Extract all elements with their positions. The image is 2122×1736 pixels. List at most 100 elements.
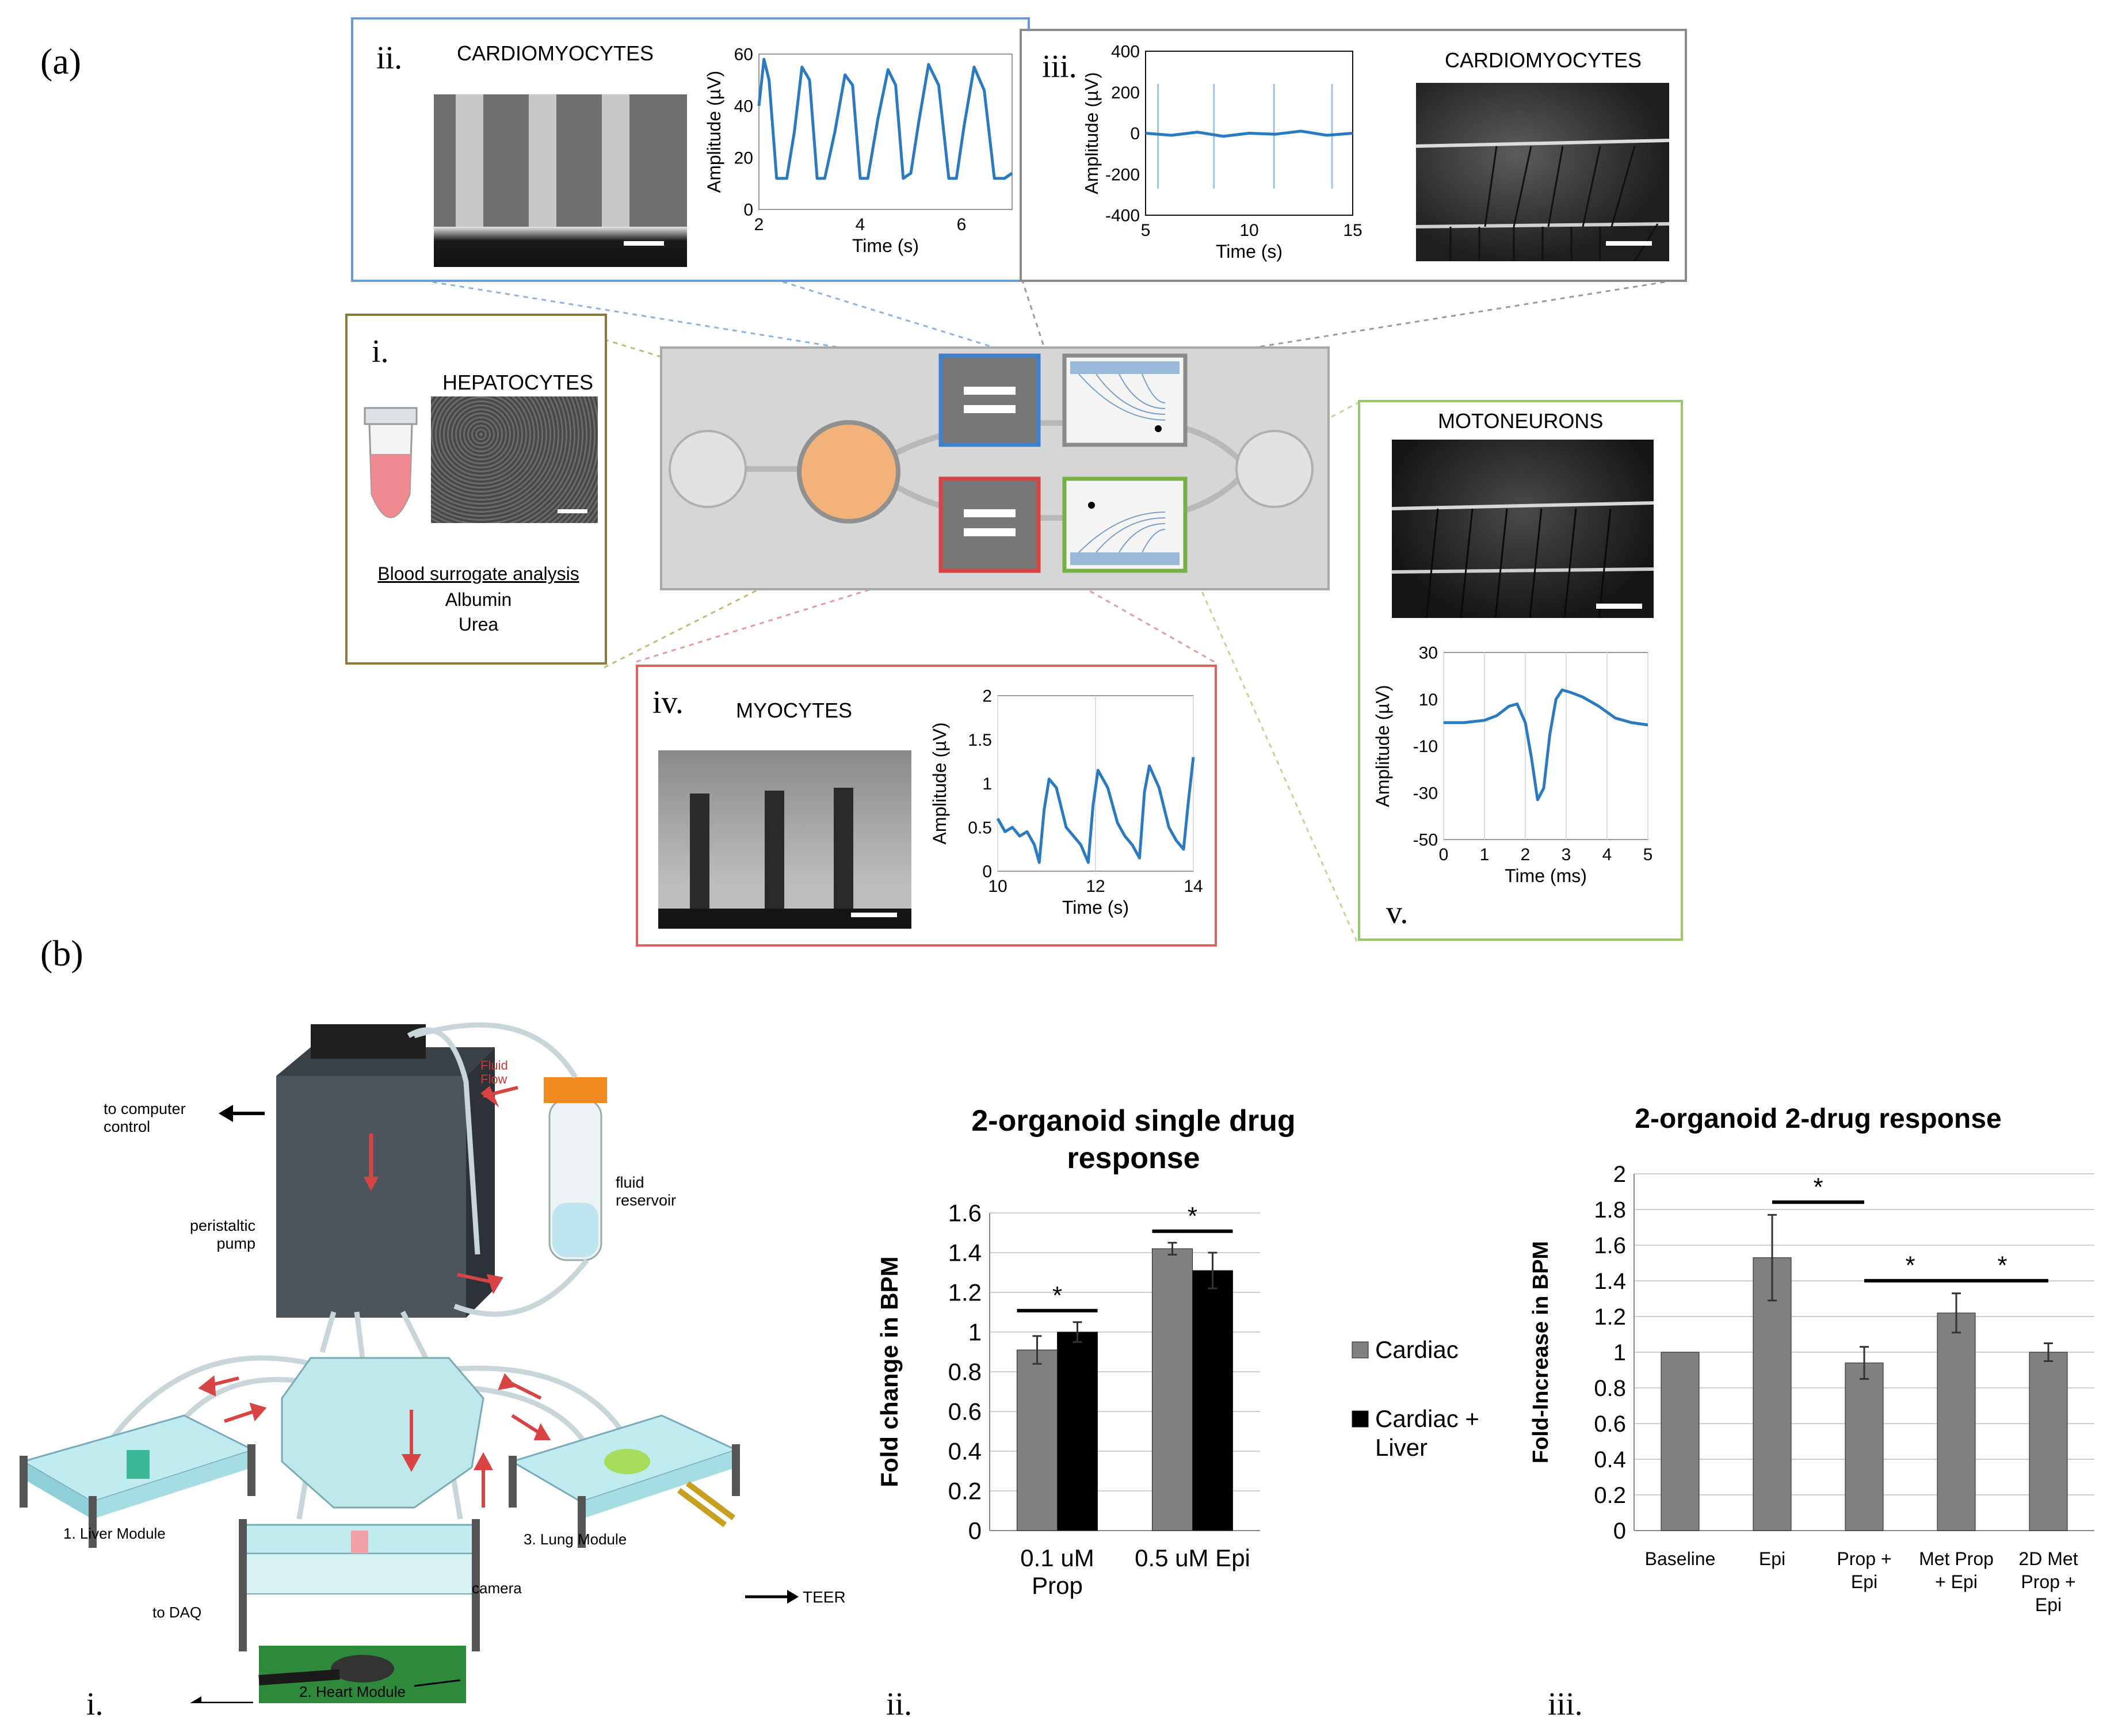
x-tick-label: + Epi: [1935, 1571, 1978, 1592]
x-tick-label: 10: [1239, 221, 1258, 240]
panel-a-v-title: MOTONEURONS: [1438, 409, 1604, 433]
scale-bar: [624, 241, 664, 246]
panel-b-i-roman: i.: [86, 1687, 104, 1722]
bar: [1057, 1331, 1098, 1531]
x-tick-label: 3: [1562, 845, 1571, 864]
connector-ii-left: [414, 278, 898, 358]
chart-ii: 0 20 40 60 2 4 6 Time (s) Amplitude (µV): [704, 45, 1013, 256]
heart-module: [239, 1519, 480, 1703]
y-tick-label: -400: [1105, 207, 1140, 226]
chart-b-ii: 2-organoid single drug response 0 0.2 0.4 0.6…: [876, 1104, 1479, 1599]
data-trace: [996, 757, 1195, 864]
data-trace: [757, 58, 1013, 180]
hepatocyte-micrograph: [431, 396, 598, 523]
x-tick-label: 2D Met: [2018, 1548, 2078, 1569]
cantilever: [602, 94, 629, 227]
bar: [1937, 1313, 1976, 1531]
sem-micrograph-ii: [434, 94, 687, 267]
mea-micrograph-iii: [1415, 83, 1670, 262]
x-tick-label: 12: [1086, 877, 1105, 896]
analyte-albumin: Albumin: [445, 589, 512, 610]
y-tick-label: -10: [1413, 737, 1438, 756]
x-axis-label: Time (ms): [1505, 865, 1587, 886]
x-tick-label: Prop +: [2021, 1571, 2075, 1592]
y-tick-label: 0.8: [948, 1359, 982, 1386]
x-tick-label: 5: [1643, 845, 1653, 864]
chart-b-iii: 2-organoid 2-drug response 0 0.2 0.4 0.6 0.8 1…: [1529, 1104, 2094, 1615]
x-tick-label: 1: [1480, 845, 1490, 864]
y-tick-label: 0: [1613, 1518, 1626, 1544]
y-tick-label: 0: [982, 863, 992, 882]
analyte-urea: Urea: [458, 614, 499, 635]
chart-iv: 0 0.5 1 1.5 2 10 12 14 Time (s) Amplitude (µV): [929, 687, 1203, 918]
x-tick-label: 2: [754, 215, 764, 234]
multi-organ-chip-diagram: [660, 346, 1330, 590]
y-tick-label: 1.2: [948, 1279, 982, 1306]
scale-bar: [1606, 241, 1652, 246]
panel-a-iii-box: iii. -400 -200 0 200 400 5 10 15 Time (s) Amplitu…: [1020, 29, 1687, 282]
y-tick-label: 1: [1613, 1340, 1626, 1365]
chart-title: 2-organoid 2-drug response: [1635, 1104, 2001, 1134]
panel-b-ii-roman: ii.: [886, 1687, 913, 1722]
y-tick-label: 60: [734, 45, 753, 64]
chart-iii: -400 -200 0 200 400 5 10 15 Time (s) Amplitude (µ…: [1085, 43, 1362, 262]
x-axis-label: Time (s): [1216, 241, 1283, 262]
y-tick-label: 0.5: [968, 818, 992, 837]
y-tick-label: 0.6: [948, 1398, 982, 1425]
motoneuron-micrograph: [1391, 440, 1654, 619]
label-teer: TEER: [803, 1588, 846, 1606]
y-tick-label: 40: [734, 97, 753, 116]
label-fluid-flow: Fluid Flow: [480, 1058, 508, 1087]
x-tick-label: Epi: [2035, 1594, 2062, 1615]
plot-frame: [1443, 652, 1648, 840]
liver-module: [20, 1414, 255, 1548]
legend-swatch: [1352, 1341, 1369, 1359]
lung-module: [509, 1414, 740, 1548]
x-tick-label: Met Prop: [1919, 1548, 1994, 1569]
y-tick-label: 1: [982, 774, 992, 793]
label-liver-module: 1. Liver Module: [63, 1525, 166, 1542]
y-tick-label: 20: [734, 149, 753, 168]
scale-bar: [851, 913, 897, 917]
significance-star: *: [1188, 1202, 1197, 1230]
panel-a-ii-box: ii. CARDIOMYOCYTES 0 20 40 60 2 4 6 Time (s) Amp…: [351, 17, 1030, 282]
liver-compartment: [797, 420, 900, 524]
fluid-hub: [281, 1357, 484, 1509]
y-tick-label: 1.2: [1594, 1304, 1626, 1330]
y-tick-label: 0.2: [1594, 1483, 1626, 1508]
bar: [1845, 1363, 1884, 1531]
label-heart-module: 2. Heart Module: [299, 1683, 406, 1700]
bar: [1192, 1270, 1233, 1531]
x-tick-label: 0.5 uM Epi: [1135, 1544, 1250, 1571]
reservoir-cap: [544, 1077, 607, 1103]
x-axis-label: Time (s): [1062, 897, 1129, 918]
scale-bar: [558, 509, 587, 513]
y-tick-label: 1: [968, 1319, 982, 1346]
y-tick-label: 0: [968, 1517, 982, 1544]
panel-a-iii-roman: iii.: [1042, 49, 1077, 85]
data-trace: [1444, 688, 1648, 802]
significance-star: *: [1052, 1281, 1062, 1310]
y-axis-label: Amplitude (µV): [1085, 72, 1102, 194]
y-tick-label: 0.4: [948, 1438, 982, 1465]
panel-a-i-box: i. HEPATOCYTES Blood surrogate analysis …: [345, 314, 607, 665]
bar: [1017, 1349, 1058, 1531]
chart-title: 2-organoid single drug: [971, 1104, 1295, 1138]
y-tick-label: 1.8: [1594, 1197, 1626, 1223]
y-tick-label: 200: [1111, 83, 1140, 102]
cantilever: [529, 94, 556, 227]
inlet-port: [669, 430, 747, 508]
y-tick-label: 1.5: [968, 731, 992, 750]
legend-swatch: [1352, 1410, 1369, 1428]
chart-v: -50 -30 -10 10 30 0 1 2 3 4 5 Time (ms) Amplitude (µ…: [1372, 644, 1653, 887]
panel-a-v-roman: v.: [1386, 895, 1409, 930]
y-tick-label: 0.2: [948, 1478, 982, 1505]
panel-a-iii-title: CARDIOMYOCYTES: [1445, 48, 1642, 72]
chart-title: response: [1067, 1142, 1200, 1175]
x-tick-label: 0: [1439, 845, 1449, 864]
y-tick-label: 1.4: [1594, 1269, 1626, 1294]
y-tick-label: 30: [1419, 644, 1438, 663]
y-tick-label: 1.6: [948, 1200, 982, 1227]
connector-iii-left: [1021, 278, 1048, 357]
panel-a-ii-title: CARDIOMYOCYTES: [457, 41, 654, 65]
